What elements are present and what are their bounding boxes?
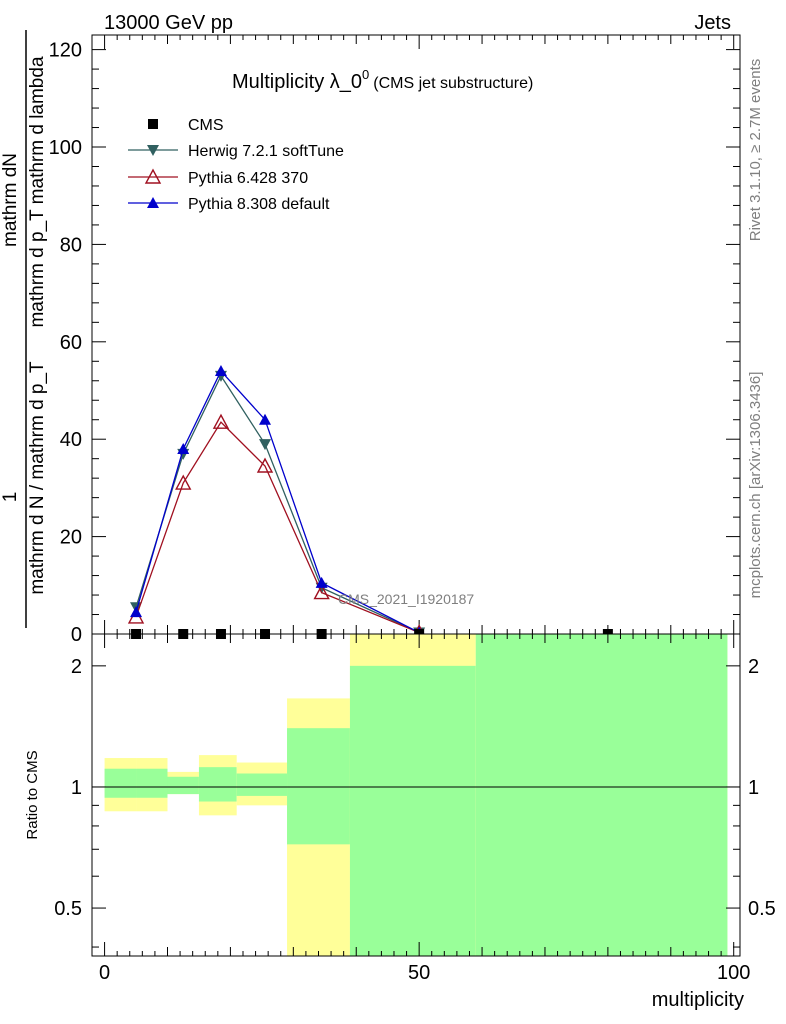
legend: CMS Herwig 7.2.1 softTune Pythia 6.428 370… — [128, 117, 344, 213]
chart-title-sup: 0 — [362, 67, 369, 82]
series-point — [259, 413, 272, 425]
ratio-bands — [104, 634, 728, 956]
header-right: Jets — [694, 12, 731, 34]
legend-marker — [144, 168, 162, 184]
ratio-band-inner — [136, 768, 168, 798]
series-point — [212, 413, 230, 429]
x-tick-label: 50 — [408, 962, 430, 984]
series-line — [135, 369, 420, 634]
legend-label: Pythia 6.428 370 — [188, 170, 308, 187]
chart-title-note: (CMS jet substructure) — [373, 75, 533, 92]
ratio-panel: 0.5 0.5 1 1 2 2 0 50 100 — [54, 633, 776, 984]
chart-title-main: Multiplicity λ_0 — [232, 71, 362, 93]
ratio-band-inner — [475, 634, 728, 956]
ratio-y-tick-label: 0.5 — [54, 898, 82, 920]
series-point — [130, 606, 143, 618]
ratio-band-inner — [236, 773, 288, 796]
main-y-tick-label: 100 — [49, 137, 82, 159]
ratio-ticks: 0.5 0.5 1 1 2 2 0 50 100 — [54, 634, 776, 984]
series-point — [177, 442, 190, 454]
series-point — [313, 584, 330, 600]
main-y-tick-label: 60 — [60, 332, 82, 354]
ratio-band-inner — [198, 767, 237, 802]
main-ticks: 0 20 40 60 80 100 120 — [49, 35, 740, 646]
analysis-watermark: CMS_2021_I1920187 — [338, 591, 474, 607]
ratio-band-inner — [349, 665, 476, 956]
legend-label: Pythia 8.308 default — [188, 196, 330, 213]
ratio-ylabel: Ratio to CMS — [24, 750, 41, 839]
mcplots-label: mcplots.cern.ch [arXiv:1306.3436] — [747, 372, 764, 599]
ratio-y-tick-label-right: 2 — [748, 656, 759, 678]
legend-marker — [147, 145, 159, 156]
main-ylabel: mathrm d p_T mathrm d lambda mathrm dN 1… — [0, 30, 48, 628]
main-y-tick-label: 20 — [60, 527, 82, 549]
ratio-band-inner — [104, 768, 137, 798]
series-point — [315, 576, 328, 588]
ylabel-den: mathrm d N / mathrm d p_T — [27, 361, 48, 595]
legend-marker — [148, 119, 158, 129]
ylabel-top: mathrm dN — [0, 153, 21, 247]
series-line — [135, 374, 420, 634]
ratio-band-inner — [167, 776, 199, 795]
legend-label: CMS — [188, 117, 224, 134]
x-tick-label: 0 — [99, 962, 110, 984]
ratio-y-tick-label-right: 0.5 — [748, 898, 776, 920]
ratio-y-tick-label: 2 — [71, 656, 82, 678]
x-tick-label: 100 — [717, 962, 750, 984]
series-line — [135, 421, 420, 634]
ylabel-num: 1 — [0, 492, 21, 503]
series-point — [256, 457, 274, 473]
ratio-frame — [91, 633, 741, 957]
chart-title: Multiplicity λ_00 (CMS jet substructure) — [232, 67, 533, 93]
ratio-band-inner — [287, 728, 350, 845]
legend-label: Herwig 7.2.1 softTune — [188, 143, 344, 160]
main-y-tick-label: 0 — [71, 624, 82, 646]
ratio-y-tick-label: 1 — [71, 777, 82, 799]
main-y-tick-label: 120 — [49, 40, 82, 62]
main-y-tick-label: 80 — [60, 234, 82, 256]
series-point — [175, 474, 192, 490]
header-left: 13000 GeV pp — [104, 12, 233, 34]
main-y-tick-label: 40 — [60, 429, 82, 451]
series-point — [259, 439, 272, 451]
rivet-label: Rivet 3.1.10, ≥ 2.7M events — [747, 59, 764, 242]
x-axis-label: multiplicity — [652, 989, 744, 1011]
legend-marker — [147, 197, 159, 208]
ratio-y-tick-label-right: 1 — [748, 777, 759, 799]
ylabel-sub: mathrm d p_T mathrm d lambda — [27, 56, 48, 327]
series-point — [214, 365, 227, 377]
